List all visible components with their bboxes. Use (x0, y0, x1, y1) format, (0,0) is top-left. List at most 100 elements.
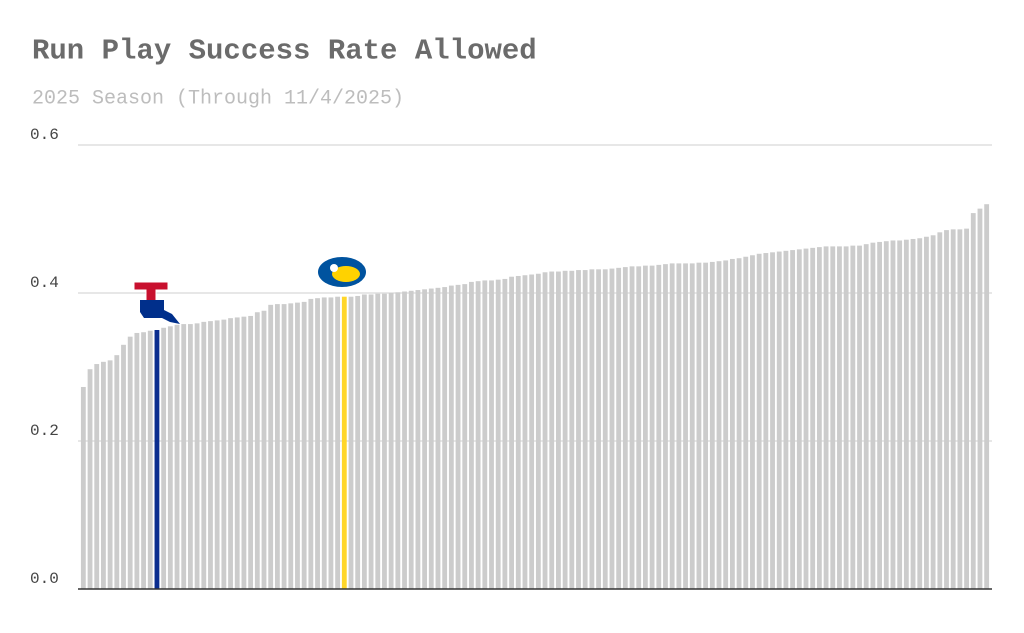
bar (475, 281, 481, 589)
bar (448, 285, 454, 589)
bar (709, 261, 715, 589)
bar (121, 344, 126, 589)
bar (562, 270, 568, 589)
bar (301, 301, 307, 589)
bar (776, 251, 782, 589)
bar (763, 253, 769, 590)
bar (957, 229, 963, 590)
bar (221, 319, 227, 589)
bar (977, 208, 983, 589)
bar (522, 275, 528, 589)
bar (535, 273, 541, 589)
bar (910, 238, 916, 590)
bar (114, 355, 120, 589)
bar (355, 295, 361, 589)
bar (395, 292, 401, 589)
bar (194, 323, 200, 589)
bar (141, 332, 146, 589)
bar (569, 270, 575, 589)
bar (415, 290, 421, 589)
y-tick-label: 0.0 (30, 570, 59, 588)
bar (167, 326, 173, 589)
bar (80, 386, 86, 589)
bar (750, 255, 755, 589)
bar (388, 293, 394, 589)
bar (790, 250, 796, 589)
bar (241, 316, 247, 589)
bar (208, 321, 213, 589)
bar (428, 288, 434, 589)
bar (107, 360, 113, 589)
bar (348, 296, 354, 589)
bar (629, 266, 635, 589)
bar (642, 265, 648, 589)
bar (402, 291, 407, 589)
bar (489, 280, 494, 589)
bar (228, 318, 233, 589)
team-logo (133, 281, 180, 324)
bar (462, 284, 468, 589)
bar (495, 279, 501, 589)
bar (422, 289, 428, 589)
bar (689, 263, 695, 589)
bar (729, 258, 735, 589)
bar (361, 294, 367, 589)
bar (903, 239, 909, 589)
bar (803, 248, 809, 589)
bar (281, 304, 287, 589)
bar (127, 336, 133, 589)
bar (556, 271, 561, 589)
bar (796, 249, 802, 589)
bar (810, 247, 816, 590)
bar (187, 324, 193, 589)
bar (315, 298, 320, 589)
chart-title: Run Play Success Rate Allowed (32, 35, 537, 68)
bar (937, 232, 943, 589)
bar (783, 250, 789, 589)
bar (616, 267, 622, 589)
bar (201, 321, 207, 589)
bar (897, 240, 903, 589)
bar (254, 312, 260, 589)
bar (984, 204, 990, 589)
bar (883, 241, 889, 589)
bar (308, 298, 314, 589)
bar (602, 269, 608, 589)
y-tick-label: 0.6 (30, 126, 59, 144)
bar (676, 263, 682, 589)
bar (469, 281, 474, 589)
bar (890, 240, 896, 589)
bar (87, 369, 93, 589)
bar (174, 324, 180, 589)
bar (837, 246, 842, 589)
bar (596, 269, 601, 589)
bar (382, 293, 387, 589)
bar (823, 246, 829, 589)
bar (609, 268, 615, 589)
bar (509, 276, 514, 589)
bar (375, 293, 381, 589)
bar (248, 315, 254, 589)
bar (295, 302, 300, 589)
bar (268, 304, 274, 589)
bar (696, 262, 702, 589)
bar (274, 304, 280, 589)
bar (924, 236, 929, 589)
bar (589, 269, 595, 589)
bar (663, 264, 668, 589)
bar (368, 294, 374, 589)
bar (656, 264, 662, 589)
bar (328, 297, 334, 589)
bar (515, 275, 521, 589)
y-tick-label: 0.4 (30, 274, 59, 292)
bar (261, 310, 267, 589)
bar (288, 303, 294, 589)
bar (234, 317, 240, 589)
bar (857, 245, 862, 589)
bar (863, 244, 869, 589)
bar (716, 261, 722, 589)
bar (214, 320, 220, 589)
bar (482, 280, 488, 589)
bar (703, 262, 709, 589)
bar (944, 230, 949, 589)
